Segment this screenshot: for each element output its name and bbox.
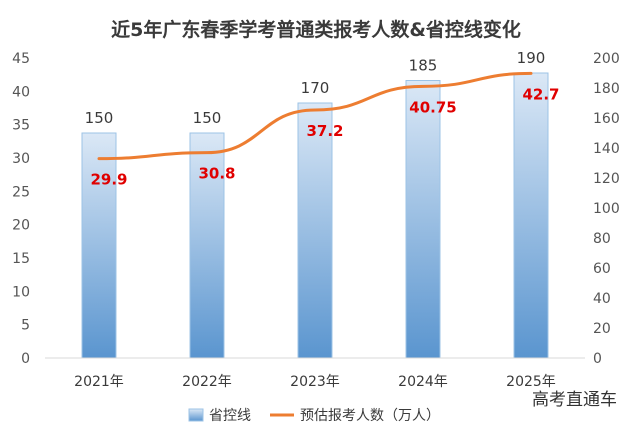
- line-data-label: 40.75: [409, 98, 456, 116]
- right-tick-label: 0: [593, 351, 602, 367]
- right-tick-label: 120: [593, 171, 620, 187]
- line-data-label: 37.2: [306, 122, 343, 140]
- bar: [81, 132, 117, 359]
- legend-line-label: 预估报考人数（万人）: [300, 408, 440, 424]
- legend-bar-swatch: [188, 408, 204, 422]
- line-series: [97, 71, 533, 161]
- right-tick-label: 100: [593, 201, 620, 217]
- right-tick-label: 140: [593, 141, 620, 157]
- left-tick-label: 35: [12, 118, 30, 134]
- line-data-label: 29.9: [90, 171, 127, 189]
- line-data-label: 42.7: [522, 85, 559, 103]
- x-tick-label: 2021年: [74, 374, 124, 390]
- legend-bar-label: 省控线: [209, 408, 251, 424]
- left-tick-label: 45: [12, 51, 30, 67]
- bar-data-label: 185: [409, 57, 438, 75]
- bar: [405, 80, 441, 359]
- right-tick-label: 60: [593, 261, 611, 277]
- x-tick-label: 2025年: [506, 374, 556, 390]
- left-tick-label: 40: [12, 84, 30, 100]
- x-tick-label: 2023年: [290, 374, 340, 390]
- line-labels: 29.9 30.8 37.2 40.75 42.7: [90, 85, 559, 188]
- x-tick-label: 2022年: [182, 374, 232, 390]
- left-tick-label: 25: [12, 184, 30, 200]
- bar-data-label: 150: [193, 109, 222, 127]
- bar-data-label: 190: [517, 49, 546, 67]
- legend: 省控线 预估报考人数（万人）: [188, 408, 440, 424]
- right-tick-label: 200: [593, 51, 620, 67]
- x-axis: 2021年 2022年 2023年 2024年 2025年: [45, 357, 585, 390]
- right-tick-label: 180: [593, 81, 620, 97]
- bar: [513, 72, 549, 359]
- bar-labels: 150 150 170 185 190: [85, 49, 546, 127]
- bar-data-label: 150: [85, 109, 114, 127]
- watermark-text: 高考直通车: [532, 390, 617, 410]
- bar-data-label: 170: [301, 79, 330, 97]
- right-tick-label: 40: [593, 291, 611, 307]
- left-tick-label: 30: [12, 151, 30, 167]
- chart-title: 近5年广东春季学考普通类报考人数&省控线变化: [111, 18, 521, 41]
- left-axis: 0 5 10 15 20 25 30 35 40 45: [12, 51, 30, 367]
- left-tick-label: 10: [12, 284, 30, 300]
- left-tick-label: 5: [21, 318, 30, 334]
- bar: [189, 132, 225, 359]
- left-tick-label: 20: [12, 218, 30, 234]
- bar: [297, 102, 333, 359]
- line-data-label: 30.8: [198, 165, 235, 183]
- left-tick-label: 0: [21, 351, 30, 367]
- right-axis: 0 20 40 60 80 100 120 140 160 180 200: [593, 51, 620, 367]
- right-tick-label: 20: [593, 321, 611, 337]
- left-tick-label: 15: [12, 251, 30, 267]
- right-tick-label: 160: [593, 111, 620, 127]
- right-tick-label: 80: [593, 231, 611, 247]
- bar-series: [81, 72, 549, 359]
- x-tick-label: 2024年: [398, 374, 448, 390]
